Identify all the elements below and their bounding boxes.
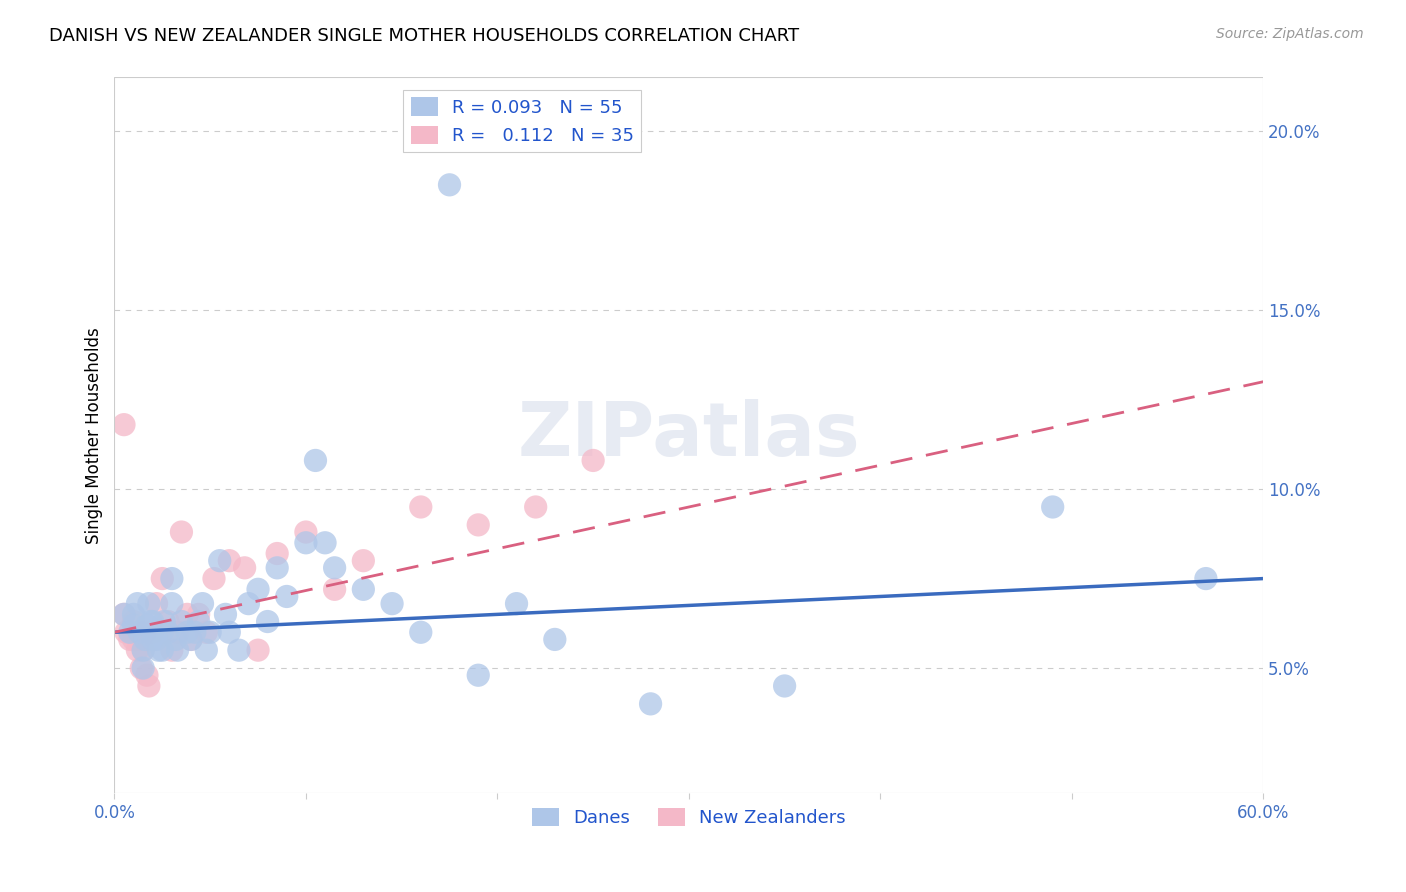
Point bbox=[138, 597, 160, 611]
Point bbox=[118, 625, 141, 640]
Point bbox=[323, 582, 346, 597]
Point bbox=[160, 572, 183, 586]
Y-axis label: Single Mother Households: Single Mother Households bbox=[86, 327, 103, 544]
Point bbox=[214, 607, 236, 622]
Point bbox=[352, 582, 374, 597]
Point bbox=[228, 643, 250, 657]
Point bbox=[439, 178, 461, 192]
Legend: Danes, New Zealanders: Danes, New Zealanders bbox=[524, 801, 853, 834]
Point bbox=[218, 625, 240, 640]
Point bbox=[142, 625, 165, 640]
Point bbox=[233, 561, 256, 575]
Point bbox=[122, 607, 145, 622]
Point bbox=[128, 625, 150, 640]
Point bbox=[145, 632, 167, 647]
Point bbox=[134, 625, 156, 640]
Point bbox=[128, 632, 150, 647]
Point bbox=[153, 615, 176, 629]
Point bbox=[202, 572, 225, 586]
Point bbox=[148, 643, 170, 657]
Point bbox=[138, 679, 160, 693]
Point bbox=[266, 547, 288, 561]
Point bbox=[276, 590, 298, 604]
Point bbox=[314, 535, 336, 549]
Point bbox=[295, 535, 318, 549]
Point bbox=[247, 582, 270, 597]
Point bbox=[1195, 572, 1218, 586]
Point bbox=[266, 561, 288, 575]
Text: DANISH VS NEW ZEALANDER SINGLE MOTHER HOUSEHOLDS CORRELATION CHART: DANISH VS NEW ZEALANDER SINGLE MOTHER HO… bbox=[49, 27, 800, 45]
Point bbox=[142, 615, 165, 629]
Point bbox=[150, 625, 173, 640]
Point bbox=[352, 554, 374, 568]
Point bbox=[544, 632, 567, 647]
Point bbox=[409, 625, 432, 640]
Point bbox=[409, 500, 432, 514]
Text: ZIPatlas: ZIPatlas bbox=[517, 399, 860, 472]
Point bbox=[112, 607, 135, 622]
Text: Source: ZipAtlas.com: Source: ZipAtlas.com bbox=[1216, 27, 1364, 41]
Point bbox=[184, 625, 207, 640]
Point bbox=[132, 643, 155, 657]
Point bbox=[150, 572, 173, 586]
Point bbox=[582, 453, 605, 467]
Point bbox=[129, 661, 152, 675]
Point bbox=[166, 643, 188, 657]
Point bbox=[112, 607, 135, 622]
Point bbox=[195, 643, 218, 657]
Point bbox=[640, 697, 662, 711]
Point bbox=[166, 625, 188, 640]
Point bbox=[505, 597, 527, 611]
Point bbox=[208, 554, 231, 568]
Point bbox=[381, 597, 404, 611]
Point bbox=[524, 500, 547, 514]
Point bbox=[157, 615, 180, 629]
Point bbox=[773, 679, 796, 693]
Point bbox=[247, 643, 270, 657]
Point bbox=[467, 668, 489, 682]
Point bbox=[160, 643, 183, 657]
Point bbox=[180, 632, 202, 647]
Point bbox=[150, 643, 173, 657]
Point bbox=[170, 524, 193, 539]
Point bbox=[191, 597, 214, 611]
Point bbox=[127, 597, 149, 611]
Point bbox=[180, 632, 202, 647]
Point bbox=[218, 554, 240, 568]
Point bbox=[115, 625, 138, 640]
Point bbox=[195, 625, 218, 640]
Point bbox=[122, 618, 145, 632]
Point bbox=[467, 517, 489, 532]
Point bbox=[176, 607, 198, 622]
Point bbox=[1042, 500, 1064, 514]
Point bbox=[187, 615, 209, 629]
Point bbox=[187, 607, 209, 622]
Point bbox=[122, 615, 145, 629]
Point bbox=[165, 632, 187, 647]
Point bbox=[256, 615, 278, 629]
Point bbox=[142, 632, 165, 647]
Point bbox=[118, 632, 141, 647]
Point bbox=[238, 597, 260, 611]
Point bbox=[295, 524, 318, 539]
Point bbox=[139, 615, 162, 629]
Point bbox=[145, 597, 167, 611]
Point bbox=[136, 668, 159, 682]
Point bbox=[122, 632, 145, 647]
Point bbox=[176, 625, 198, 640]
Point bbox=[132, 661, 155, 675]
Point bbox=[157, 625, 180, 640]
Point bbox=[160, 597, 183, 611]
Point bbox=[170, 615, 193, 629]
Point bbox=[198, 625, 221, 640]
Point bbox=[112, 417, 135, 432]
Point bbox=[132, 643, 155, 657]
Point bbox=[323, 561, 346, 575]
Point bbox=[127, 643, 149, 657]
Point bbox=[134, 632, 156, 647]
Point bbox=[304, 453, 326, 467]
Point bbox=[136, 618, 159, 632]
